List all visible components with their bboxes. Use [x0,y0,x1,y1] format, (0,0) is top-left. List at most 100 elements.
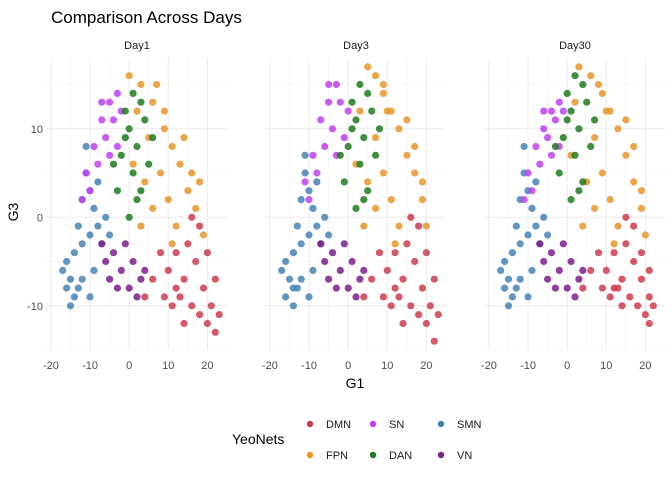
data-point-dmn [430,275,438,283]
data-point-dmn [168,302,176,310]
data-point-vn [559,240,567,248]
data-point-dan [563,89,571,97]
data-point-dmn [641,311,650,319]
data-point-fpn [587,72,595,80]
data-point-smn [289,249,297,257]
data-point-smn [508,249,516,257]
legend-key-dan [369,451,377,459]
data-point-dan [583,98,591,106]
data-point-fpn [133,107,141,115]
data-point-vn [317,240,325,248]
x-tick-label: 20 [420,360,432,372]
data-point-fpn [360,222,368,230]
data-point-smn [90,204,98,212]
data-point-dmn [622,213,630,221]
data-point-dan [113,187,121,195]
data-point-fpn [387,196,395,204]
data-point-smn [289,302,297,310]
data-point-fpn [364,178,372,186]
data-point-smn [313,178,321,186]
data-point-fpn [184,187,192,195]
data-point-dan [340,178,348,186]
data-point-smn [301,169,309,177]
data-point-dmn [160,293,168,301]
data-point-fpn [160,107,168,115]
legend-label: DAN [389,450,412,462]
data-point-vn [579,266,587,274]
data-point-sn [113,142,121,151]
x-tick-label: 20 [201,360,213,372]
data-point-fpn [192,204,200,212]
data-point-dmn [196,311,204,319]
data-point-dmn [630,257,638,266]
x-tick-label: 10 [600,360,612,372]
legend-key-smn [437,420,445,428]
data-point-smn [532,178,540,186]
data-point-sn [86,187,94,195]
data-point-fpn [591,134,599,142]
data-point-dmn [360,293,368,301]
data-point-sn [82,169,90,177]
legend-key-sn [369,420,377,428]
data-point-vn [109,249,118,257]
data-point-dan [141,116,149,124]
data-point-dmn [637,249,646,257]
data-point-fpn [602,107,610,115]
x-tick-label: 10 [162,360,174,372]
y-tick-label: 10 [31,124,43,136]
data-point-fpn [630,178,638,186]
data-point-dmn [426,302,434,310]
data-point-smn [86,293,94,301]
data-point-vn [348,257,356,266]
data-point-dan [563,116,571,124]
data-point-fpn [141,178,149,186]
data-point-vn [551,284,560,292]
data-point-vn [102,257,110,266]
data-point-fpn [395,222,403,230]
data-point-fpn [160,125,168,133]
data-point-fpn [129,160,137,168]
data-point-dmn [645,319,653,328]
data-point-dmn [630,222,638,230]
data-point-smn [501,257,509,266]
data-point-dan [360,134,368,142]
data-point-dmn [203,249,211,257]
data-point-fpn [372,134,380,142]
data-point-fpn [372,72,380,80]
data-point-dan [109,160,118,168]
data-point-sn [544,134,552,142]
data-point-dan [352,116,360,124]
data-point-smn [297,196,305,204]
data-point-vn [563,284,571,292]
data-point-dan [372,151,380,159]
data-point-sn [547,107,556,115]
legend-key-fpn [306,451,314,459]
data-point-dmn [172,284,180,292]
data-point-dmn [391,249,399,257]
data-point-fpn [137,80,145,89]
data-point-dmn [176,293,184,301]
data-point-fpn [418,196,427,204]
data-point-smn [528,266,536,274]
data-point-smn [532,222,540,230]
data-point-fpn [372,204,380,212]
data-point-smn [305,231,313,239]
data-point-sn [344,107,352,115]
data-point-dmn [418,284,427,292]
data-point-smn [528,204,536,212]
data-point-fpn [622,151,630,159]
data-point-dmn [391,284,399,292]
data-point-dan [571,72,579,80]
legend-label: DMN [326,419,351,431]
data-point-vn [571,293,579,301]
data-point-dan [129,89,137,97]
data-point-dan [133,142,141,151]
data-point-dmn [368,275,376,283]
data-point-vn [117,266,125,274]
data-point-dmn [192,257,200,266]
x-tick-label: -20 [43,360,59,372]
data-point-fpn [403,151,411,159]
data-point-dan [368,107,376,115]
data-point-smn [516,240,524,248]
data-point-dan [567,107,575,115]
